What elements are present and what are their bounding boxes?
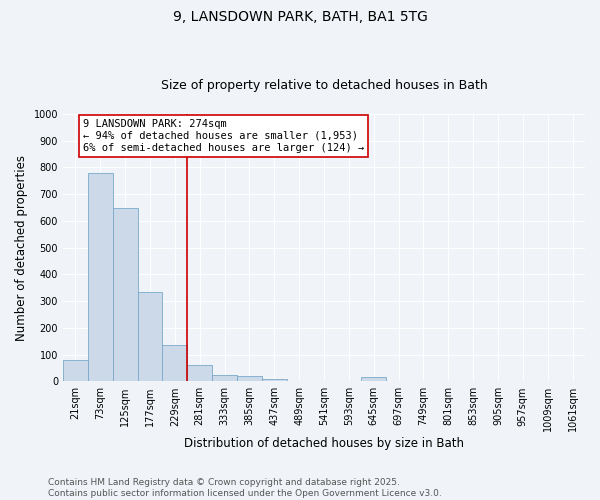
Bar (63, 360, 88, 382)
Y-axis label: Number of detached properties: Number of detached properties (15, 154, 28, 340)
Bar (163, 345, 187, 382)
X-axis label: Distribution of detached houses by size in Bath: Distribution of detached houses by size … (184, 437, 464, 450)
Bar (212, 374, 237, 382)
Text: 9 LANSDOWN PARK: 274sqm
← 94% of detached houses are smaller (1,953)
6% of semi-: 9 LANSDOWN PARK: 274sqm ← 94% of detache… (83, 120, 364, 152)
Bar (113, 208, 137, 382)
Bar (237, 376, 262, 382)
Bar (187, 366, 212, 382)
Bar (361, 378, 386, 382)
Bar (137, 292, 163, 382)
Text: 9, LANSDOWN PARK, BATH, BA1 5TG: 9, LANSDOWN PARK, BATH, BA1 5TG (173, 10, 427, 24)
Bar (88, 173, 113, 382)
Text: Contains HM Land Registry data © Crown copyright and database right 2025.
Contai: Contains HM Land Registry data © Crown c… (48, 478, 442, 498)
Title: Size of property relative to detached houses in Bath: Size of property relative to detached ho… (161, 79, 487, 92)
Bar (262, 378, 287, 382)
